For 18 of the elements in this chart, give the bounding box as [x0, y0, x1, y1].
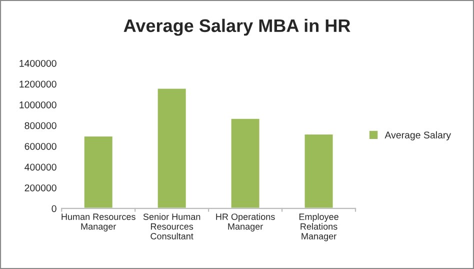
chart-title: Average Salary MBA in HR: [124, 18, 350, 36]
y-tick-label: 1000000: [20, 101, 56, 108]
x-tick-label: Employee Relations Manager: [299, 213, 338, 242]
y-tick-label: 1400000: [20, 60, 56, 67]
y-tick-label: 200000: [24, 184, 56, 192]
y-tick-label: 0: [52, 205, 56, 212]
y-tick-label: 1200000: [20, 80, 56, 88]
bar: [303, 133, 334, 208]
x-tick-label: Human Resources Manager: [62, 214, 136, 232]
bar: [230, 118, 261, 208]
bar: [156, 87, 188, 208]
y-tick-label: 600000: [24, 142, 56, 150]
bar: [82, 135, 114, 208]
x-tick-label: HR Operations Manager: [216, 213, 275, 232]
y-tick-label: 400000: [24, 164, 56, 171]
x-tick-label: Senior Human Resources Consultant: [143, 213, 200, 240]
legend-label: Average Salary: [384, 131, 451, 140]
y-tick-label: 800000: [24, 122, 56, 130]
